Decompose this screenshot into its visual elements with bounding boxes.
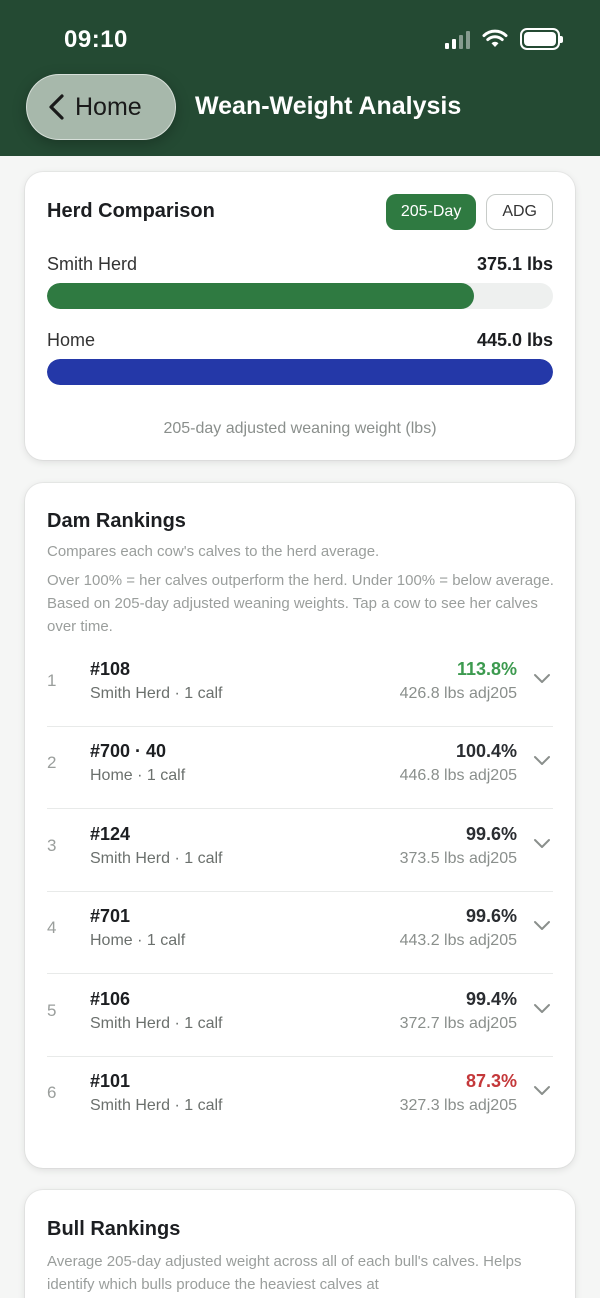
back-button-label: Home [75,92,142,121]
dam-ranking-row[interactable]: 3 #124 Smith Herd · 1 calf 99.6% 373.5 lbs a… [47,810,553,892]
status-icons [445,28,563,50]
bull-rankings-card: Bull Rankings Average 205-day adjusted w… [25,1190,575,1298]
dam-adjusted-weight: 327.3 lbs adj205 [399,1097,517,1114]
dam-rankings-explanation: Over 100% = her calves outperform the he… [47,572,554,635]
rank-number: 1 [47,671,57,690]
wifi-icon [482,29,508,47]
dam-herd-calves: Home · 1 calf [90,932,186,950]
rank-number: 2 [47,753,57,773]
herd-bar-value: 445.0 lbs [476,330,553,350]
herd-comparison-card: Herd Comparison 205-Day ADG Smith Herd 3… [25,172,575,460]
dam-ranking-row[interactable]: 2 #700 · 40 Home · 1 calf 100.4% 446.8 lbs a… [47,727,553,810]
dam-rankings-description: Compares each cow's calves to the herd a… [47,543,380,560]
herd-bar-fill [47,283,474,309]
chevron-down-icon[interactable] [531,997,553,1019]
dam-adjusted-weight: 446.8 lbs adj205 [399,767,517,785]
dam-percent: 99.6% [465,823,517,844]
dam-herd-calves: Home · 1 calf [90,767,186,785]
rank-number: 4 [47,918,57,938]
bull-rankings-description: Average 205-day adjusted weight across a… [47,1253,522,1293]
chevron-down-icon[interactable] [531,832,553,854]
chevron-down-icon[interactable] [531,749,553,771]
herd-bar-value: 375.1 lbs [476,254,553,274]
dam-id: #701 [90,906,131,927]
herd-bar-label: Home [47,330,96,350]
status-time: 09:10 [64,26,128,53]
dam-id: #101 [90,1071,131,1091]
dam-herd-calves: Smith Herd · 1 calf [90,1014,223,1032]
rank-number: 5 [47,1000,57,1020]
dam-adjusted-weight: 443.2 lbs adj205 [399,932,517,950]
herd-bar-fill [47,359,553,385]
back-button[interactable]: Home [26,74,176,140]
chevron-down-icon[interactable] [531,667,553,689]
dam-ranking-row[interactable]: 4 #701 Home · 1 calf 99.6% 443.2 lbs adj205 [47,892,553,975]
metric-toggle: 205-Day ADG [385,194,553,230]
dam-herd-calves: Smith Herd · 1 calf [90,1097,223,1114]
dam-percent: 99.6% [465,906,517,927]
dam-ranking-row[interactable]: 5 #106 Smith Herd · 1 calf 99.4% 372.7 lbs a… [47,975,553,1057]
dam-rankings-card: Dam Rankings Compares each cow's calves … [25,483,575,1168]
dam-percent: 113.8% [456,659,517,679]
rank-number: 3 [47,835,57,855]
toggle-adg[interactable]: ADG [486,194,553,230]
toggle-205-day[interactable]: 205-Day [385,194,477,230]
dam-id: #700 · 40 [90,741,167,762]
app-header: 09:10 Home Wean-Weight Analysis [0,0,600,156]
dam-adjusted-weight: 372.7 lbs adj205 [399,1014,517,1032]
chevron-down-icon[interactable] [531,1079,553,1101]
dam-id: #106 [90,988,131,1009]
dam-adjusted-weight: 373.5 lbs adj205 [399,849,517,867]
dam-adjusted-weight: 426.8 lbs adj205 [399,685,517,702]
dam-id: #108 [90,659,131,679]
dam-herd-calves: Smith Herd · 1 calf [90,685,223,702]
herd-bar-track [47,359,553,385]
dam-percent: 100.4% [455,741,517,762]
dam-ranking-row[interactable]: 6 #101 Smith Herd · 1 calf 87.3% 327.3 lbs a… [47,1057,553,1139]
page-title: Wean-Weight Analysis [195,92,462,120]
herd-bar-track [47,283,553,309]
dam-percent: 87.3% [465,1071,517,1091]
herd-comparison-caption: 205-day adjusted weaning weight (lbs) [163,420,437,437]
dam-rankings-title: Dam Rankings [47,510,186,532]
dam-id: #124 [90,823,131,844]
dam-ranking-row[interactable]: 1 #108 Smith Herd · 1 calf 113.8% 426.8 lbs … [47,645,553,727]
cellular-signal-icon [445,29,470,49]
rank-number: 6 [47,1083,57,1102]
battery-icon [520,28,563,50]
herd-comparison-title: Herd Comparison [47,200,215,222]
dam-herd-calves: Smith Herd · 1 calf [90,849,223,867]
bull-rankings-title: Bull Rankings [47,1218,181,1240]
dam-percent: 99.4% [465,988,517,1009]
chevron-left-icon [49,94,64,120]
herd-bar-label: Smith Herd [47,254,138,274]
chevron-down-icon[interactable] [531,914,553,936]
